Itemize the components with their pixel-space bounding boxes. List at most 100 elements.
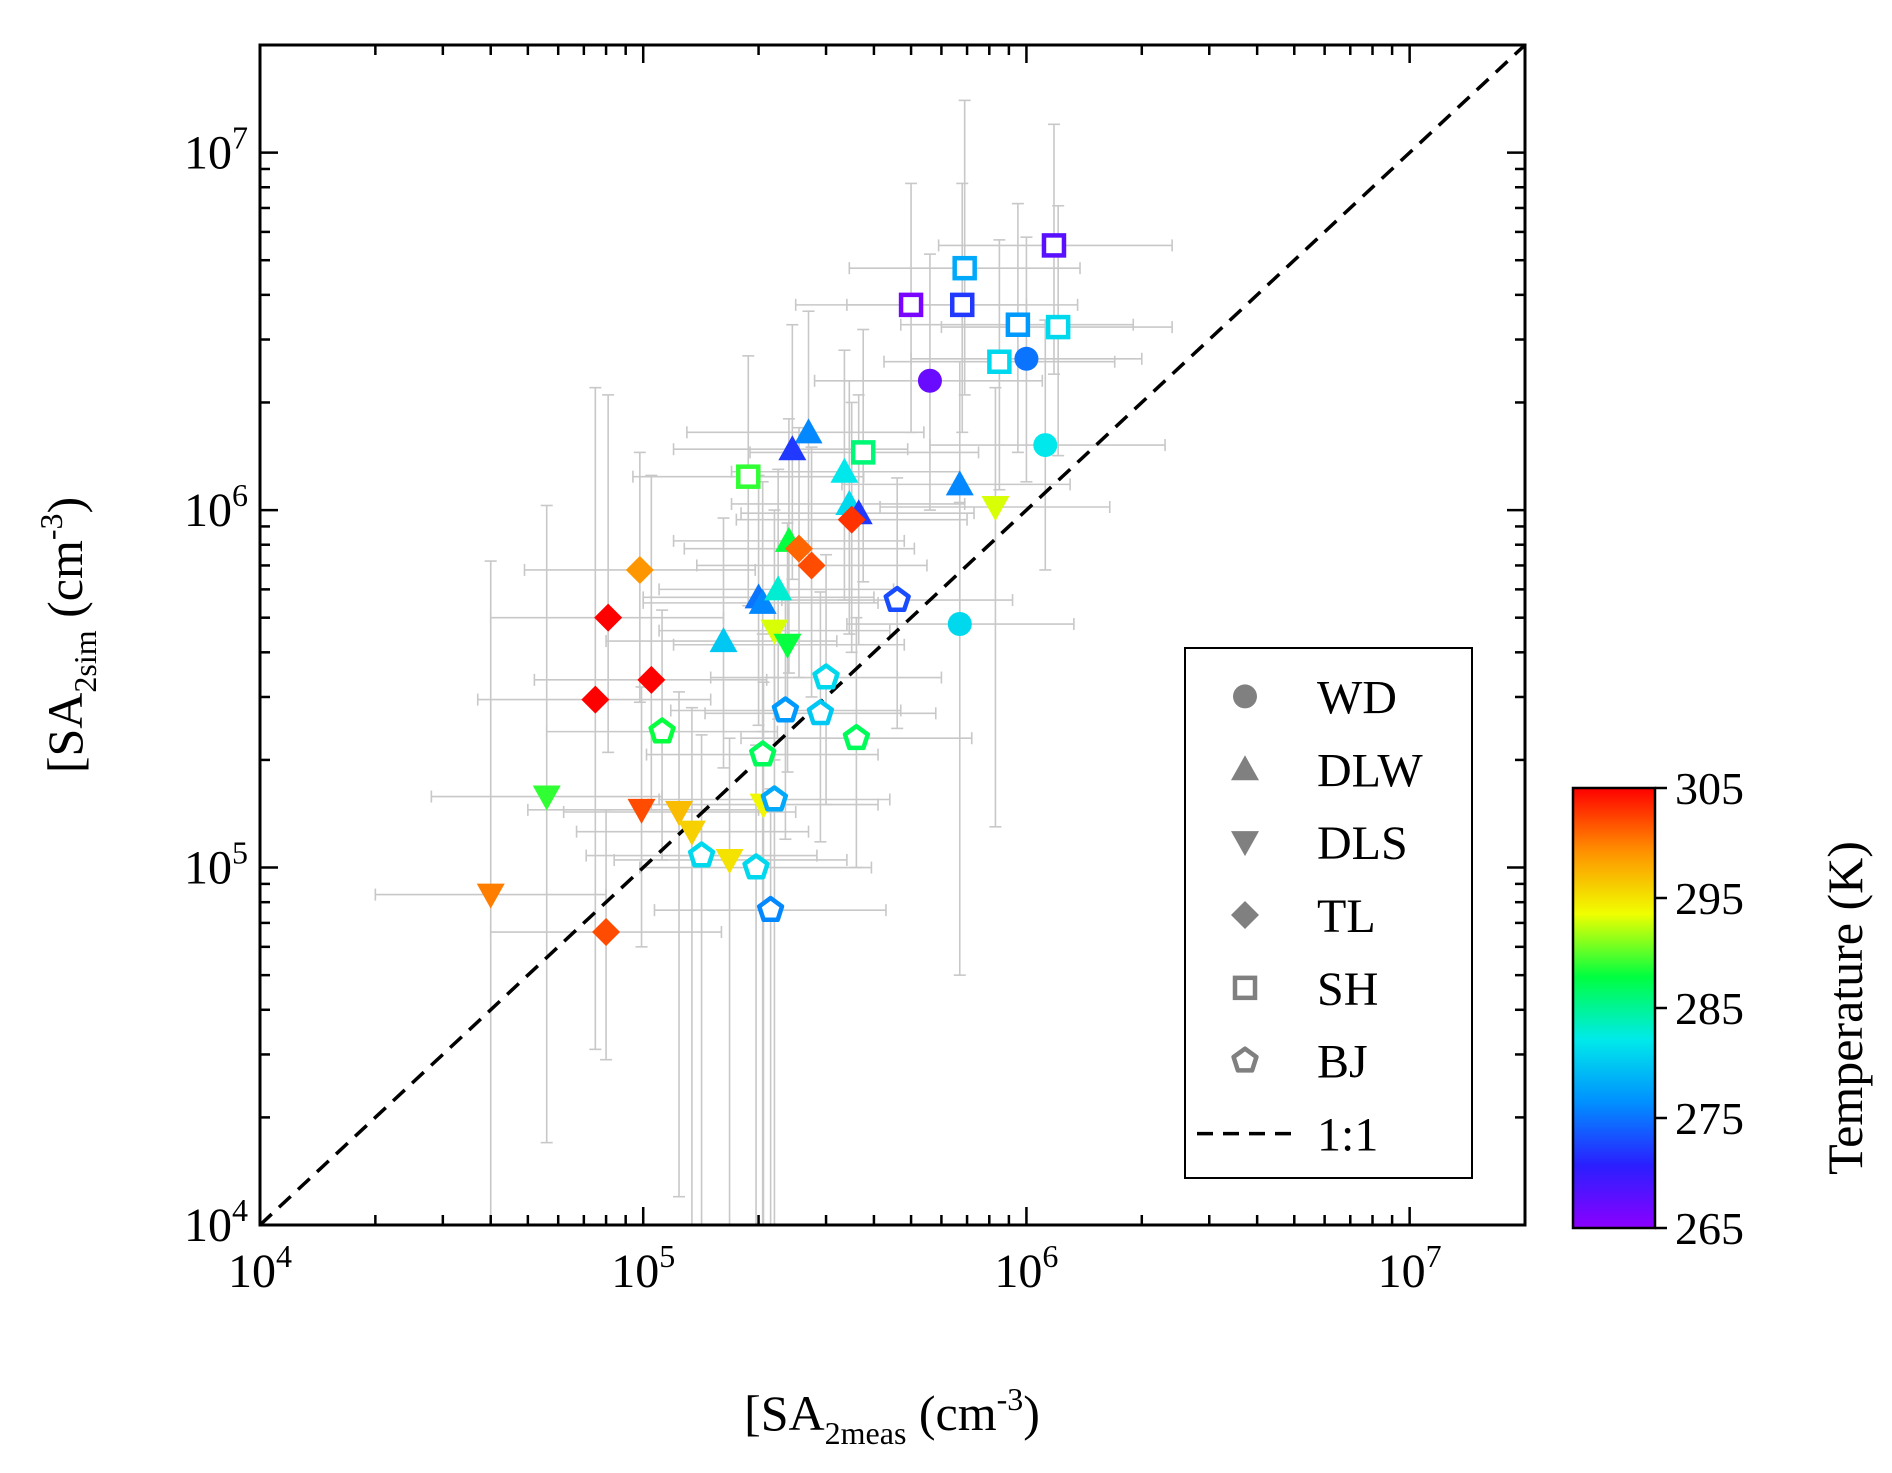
colorbar-tick-label: 305 xyxy=(1675,763,1744,814)
data-point-dlw xyxy=(764,575,793,601)
y-tick-label: 105 xyxy=(184,835,248,895)
colorbar: 265 275 285 295 305 Temperature (K) xyxy=(1571,763,1873,1254)
y-tick-label: 106 xyxy=(184,477,248,537)
legend-item-wd: WD xyxy=(1233,671,1397,724)
legend-marker-square-open xyxy=(1232,975,1258,1001)
data-point-sh xyxy=(952,255,977,281)
x-axis-label: [SA2meas (cm-3) xyxy=(744,1381,1040,1451)
legend-label: DLS xyxy=(1317,817,1408,870)
data-point-wd xyxy=(1033,433,1058,458)
legend-box xyxy=(1184,647,1473,1179)
data-point-bj xyxy=(648,717,676,744)
data-point-sh xyxy=(898,292,924,318)
legend-item-tl: TL xyxy=(1231,890,1376,943)
legend-label: 1:1 xyxy=(1317,1109,1378,1162)
data-point-bj xyxy=(771,696,800,723)
legend-item-sh: SH xyxy=(1232,963,1378,1016)
error-bars xyxy=(374,99,1173,1225)
error-bar xyxy=(879,386,1111,828)
data-point-bj xyxy=(806,699,835,726)
colorbar-tick-label: 275 xyxy=(1675,1093,1744,1144)
data-point-dls xyxy=(760,619,789,645)
plot-frame xyxy=(258,43,1527,1227)
data-point-dlw xyxy=(830,457,859,483)
data-point-sh xyxy=(850,440,876,465)
data-point-wd xyxy=(1014,346,1039,371)
data-point-dlw xyxy=(778,435,807,461)
data-point-dls xyxy=(715,848,744,874)
legend-label: SH xyxy=(1317,963,1378,1016)
legend: WD DLW DLS TL SH BJ 1:1 xyxy=(1184,647,1473,1179)
y-tick-label: 107 xyxy=(184,120,248,180)
data-point-dlw xyxy=(748,588,777,614)
data-point-bj xyxy=(742,853,770,880)
colorbar-gradient xyxy=(1571,786,1657,1230)
data-point-tl xyxy=(637,665,666,694)
colorbar-label: Temperature (K) xyxy=(1817,841,1873,1175)
data-point-sh xyxy=(1041,233,1067,258)
data-point-dls xyxy=(627,798,656,824)
x-tick-label: 107 xyxy=(1378,1238,1442,1298)
legend-marker-circle xyxy=(1233,684,1257,709)
y-axis-label: [SA2sim (cm-3) xyxy=(33,497,103,773)
data-point-bj xyxy=(749,740,777,767)
data-point-bj xyxy=(812,663,840,690)
data-point-wd xyxy=(917,368,942,393)
data-point-dlw xyxy=(945,470,974,496)
data-point-dls xyxy=(476,883,505,909)
data-point-bj xyxy=(756,895,785,923)
data-point-tl xyxy=(581,685,610,714)
data-point-dls xyxy=(981,495,1010,521)
colorbar-tick-label: 295 xyxy=(1675,873,1744,924)
error-bar xyxy=(430,504,663,1144)
data-point-wd xyxy=(947,612,972,637)
data-point-tl xyxy=(592,918,621,947)
data-point-dls xyxy=(677,820,706,846)
data-point-dlw xyxy=(709,627,738,653)
reference-line-layer xyxy=(260,45,1525,1225)
data-point-tl xyxy=(594,603,623,632)
x-tick-label: 105 xyxy=(611,1238,675,1298)
error-bar xyxy=(645,633,879,1225)
legend-item-bj: BJ xyxy=(1231,1036,1368,1089)
legend-item-dlw: DLW xyxy=(1231,744,1423,797)
legend-label: BJ xyxy=(1317,1036,1368,1089)
legend-marker-diamond xyxy=(1231,901,1259,929)
legend-marker-triangle-down xyxy=(1231,831,1259,857)
data-point-bj xyxy=(842,723,871,751)
data-point-sh xyxy=(1045,314,1071,340)
data-point-bj xyxy=(687,841,716,868)
data-point-sh xyxy=(1005,312,1031,337)
data-point-sh xyxy=(949,292,975,318)
axes xyxy=(258,43,1527,1227)
legend-label: WD xyxy=(1317,671,1397,724)
data-point-sh xyxy=(736,464,761,489)
x-tick-label: 106 xyxy=(994,1238,1058,1298)
x-tick-label: 104 xyxy=(228,1238,292,1298)
data-point-tl xyxy=(837,505,866,534)
error-bar xyxy=(562,691,797,1198)
legend-label: TL xyxy=(1317,890,1376,943)
data-point-dls xyxy=(773,633,802,659)
data-point-dlw xyxy=(794,418,823,444)
data-point-tl xyxy=(797,551,826,580)
legend-marker-pentagon-open xyxy=(1231,1046,1259,1073)
tick-labels: 104 105 106 107 104 105 106 107 xyxy=(184,120,1442,1298)
legend-label: DLW xyxy=(1317,744,1423,797)
legend-marker-triangle-up xyxy=(1231,755,1259,781)
y-tick-label: 104 xyxy=(184,1192,248,1252)
data-point-tl xyxy=(625,555,654,584)
data-point-dls xyxy=(532,785,561,811)
data-point-tl xyxy=(785,534,814,563)
data-point-bj xyxy=(883,585,911,613)
colorbar-tick-label: 285 xyxy=(1675,983,1744,1034)
data-point-bj xyxy=(760,785,789,812)
legend-item-dls: DLS xyxy=(1231,817,1408,870)
error-bar xyxy=(658,676,891,1225)
colorbar-tick-label: 265 xyxy=(1675,1203,1744,1254)
error-bar xyxy=(476,386,712,1051)
data-markers xyxy=(476,233,1071,947)
data-point-sh xyxy=(987,349,1012,374)
